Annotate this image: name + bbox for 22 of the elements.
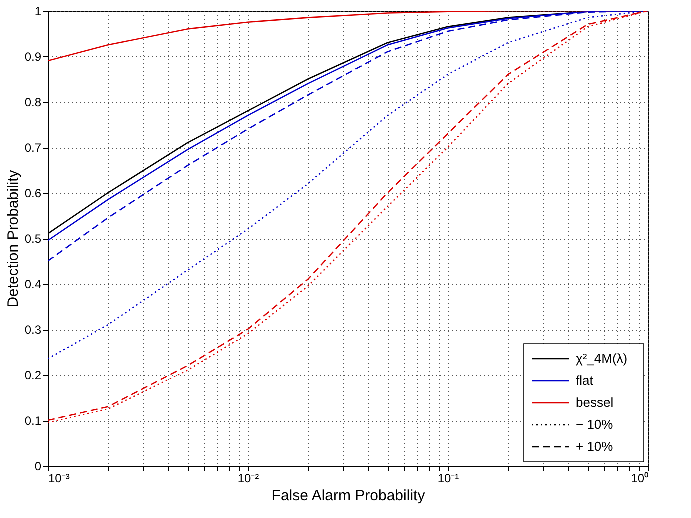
- y-tick-label: 0.2: [24, 368, 42, 382]
- y-tick-label: 0.9: [24, 50, 42, 64]
- y-tick-label: 0.4: [24, 278, 42, 292]
- x-tick-label: 10⁻¹: [438, 472, 460, 486]
- y-tick-label: 1: [34, 4, 42, 18]
- legend-label: χ²_4M(λ): [576, 351, 628, 366]
- y-tick-label: 0.1: [24, 414, 42, 428]
- x-axis-title: False Alarm Probability: [272, 488, 426, 504]
- annotation: − 10%: [576, 417, 614, 432]
- x-tick-label: 10⁻²: [238, 472, 260, 486]
- y-axis-title: Detection Probability: [4, 170, 22, 308]
- y-tick-label: 0.7: [24, 141, 42, 155]
- y-tick-label: 0.5: [24, 232, 42, 246]
- legend-label: flat: [576, 373, 594, 388]
- y-tick-label: 0.3: [24, 323, 42, 337]
- y-tick-label: 0.8: [24, 96, 42, 110]
- y-tick-label: 0.6: [24, 186, 42, 200]
- y-tick-label: 0: [34, 460, 42, 474]
- x-tick-label: 10⁻³: [48, 472, 70, 486]
- legend-label: bessel: [576, 395, 614, 410]
- annotation: + 10%: [576, 439, 614, 454]
- x-tick-label: 10⁰: [631, 472, 648, 486]
